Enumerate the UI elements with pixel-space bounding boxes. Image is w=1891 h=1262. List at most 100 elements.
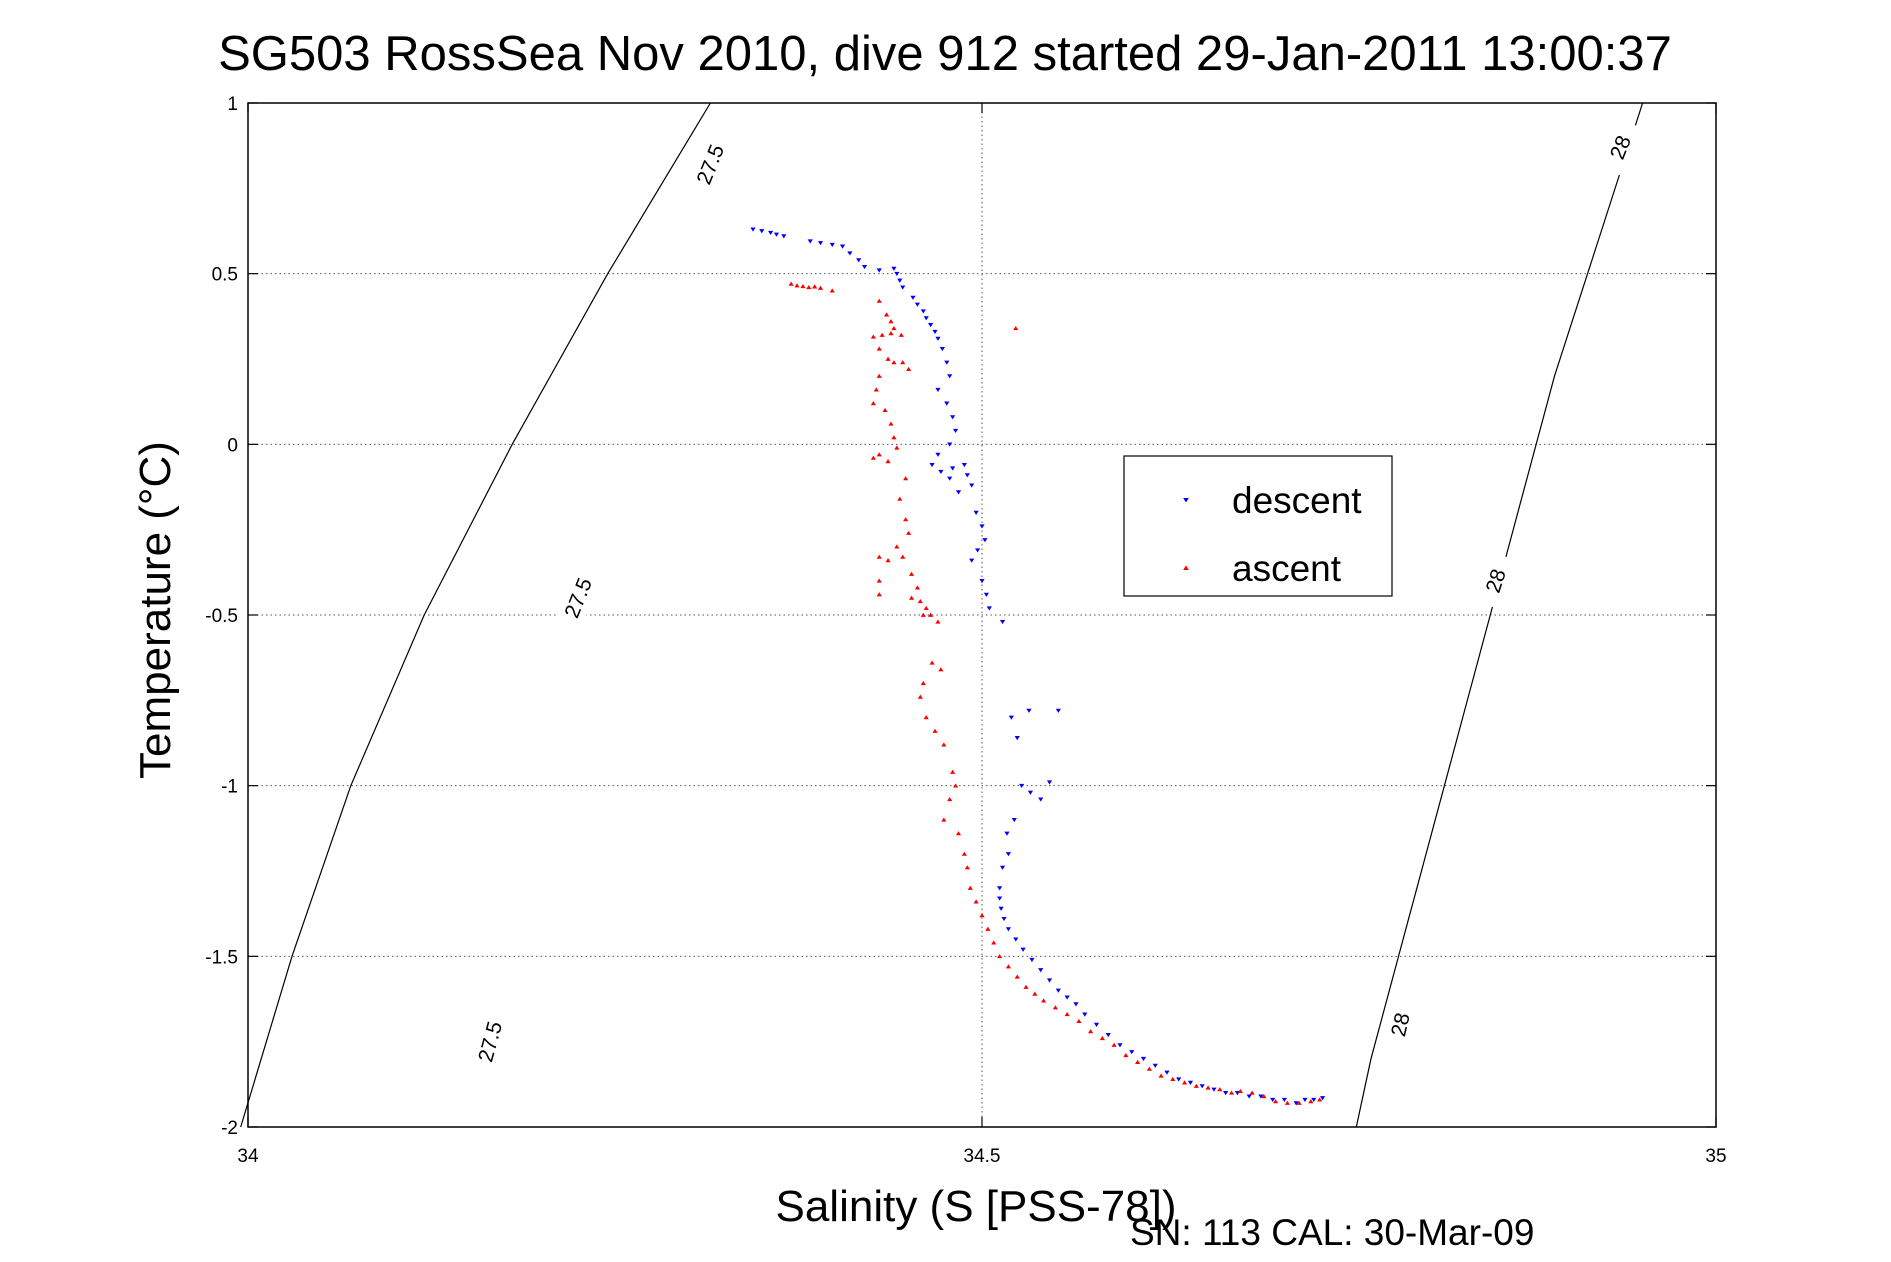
ascent-point	[997, 953, 1003, 959]
descent-point	[1005, 927, 1012, 932]
ascent-point	[952, 783, 959, 788]
descent-point	[861, 265, 868, 270]
descent-point	[947, 442, 953, 447]
ascent-point	[1261, 1093, 1267, 1099]
ascent-point	[876, 554, 882, 559]
descent-point	[950, 466, 956, 471]
ascent-point	[879, 332, 885, 337]
y-tick-label-3: -0.5	[205, 606, 238, 627]
ascent-point	[1158, 1073, 1164, 1078]
ascent-point	[897, 496, 903, 501]
contour-line-27-5	[240, 102, 711, 1128]
descent-point	[923, 316, 929, 321]
ascent-point	[876, 298, 882, 303]
ascent-point	[1237, 1088, 1243, 1093]
descent-point	[1311, 1097, 1317, 1103]
y-tick-label-2: 0	[227, 435, 238, 456]
ascent-point	[955, 831, 962, 836]
descent-point	[1004, 831, 1010, 836]
descent-point	[1293, 1101, 1299, 1106]
ascent-point	[950, 769, 956, 774]
descent-point	[999, 620, 1006, 625]
chart-title: SG503 RossSea Nov 2010, dive 912 started…	[218, 27, 1672, 81]
ascent-point	[1170, 1076, 1176, 1082]
legend-marker-descent	[1183, 498, 1189, 503]
ascent-point	[870, 401, 876, 406]
ascent-point	[888, 319, 894, 324]
ascent-point	[1296, 1100, 1302, 1105]
ascent-point	[1217, 1087, 1223, 1092]
descent-point	[928, 323, 934, 328]
ascent-point	[979, 913, 985, 918]
y-tick-label-0: 1	[227, 94, 238, 115]
descent-point	[1199, 1084, 1205, 1089]
descent-point	[1064, 995, 1070, 1000]
descent-point	[1270, 1097, 1276, 1103]
ascent-point	[876, 592, 882, 597]
descent-point	[1223, 1091, 1229, 1096]
ascent-point	[870, 455, 876, 460]
ascent-point	[1123, 1052, 1129, 1058]
descent-point	[1019, 783, 1025, 789]
descent-point	[1029, 957, 1035, 963]
descent-point	[997, 886, 1003, 891]
descent-point	[944, 360, 950, 365]
descent-point	[999, 865, 1006, 870]
ascent-point	[888, 331, 894, 336]
descent-point	[773, 232, 780, 237]
ascent-point	[876, 452, 882, 457]
descent-point	[944, 401, 950, 406]
contour-label-27-5-2: 27.5	[474, 1019, 507, 1064]
descent-point	[1319, 1096, 1326, 1101]
ascent-point	[920, 612, 926, 617]
descent-point	[1005, 852, 1012, 857]
grid-lines	[247, 102, 1717, 1128]
descent-point	[1140, 1056, 1147, 1062]
ascent-point	[1205, 1085, 1211, 1090]
descent-point	[1027, 790, 1034, 795]
descent-point	[914, 302, 921, 307]
descent-point	[998, 906, 1004, 911]
ascent-point	[973, 899, 979, 904]
descent-point	[856, 258, 862, 263]
ascent-point	[1099, 1035, 1105, 1041]
ascent-point	[935, 619, 941, 624]
ascent-point	[876, 373, 882, 378]
descent-point	[979, 579, 985, 584]
ascent-point	[903, 517, 909, 522]
ascent-point	[882, 407, 888, 413]
ascent-point	[961, 851, 967, 856]
descent-point	[952, 428, 959, 434]
ascent-point	[941, 742, 947, 747]
descent-point	[847, 251, 853, 256]
descent-point	[1046, 978, 1053, 983]
descent-point	[938, 469, 944, 474]
serial-calibration-note: SN: 113 CAL: 30-Mar-09	[1130, 1212, 1534, 1253]
descent-point	[939, 346, 945, 352]
ascent-point	[1088, 1029, 1094, 1034]
descent-point	[750, 227, 756, 232]
ascent-point	[870, 334, 876, 339]
contour-label-bg-0-0	[687, 135, 734, 194]
series-descent	[750, 227, 1326, 1106]
descent-point	[1013, 937, 1019, 942]
descent-point	[955, 490, 962, 495]
descent-point	[969, 483, 975, 488]
ascent-point	[1146, 1066, 1152, 1071]
data-points	[750, 227, 1326, 1106]
descent-point	[910, 295, 916, 300]
ascent-point	[1317, 1097, 1323, 1102]
descent-point	[1046, 780, 1053, 785]
descent-point	[839, 244, 846, 249]
descent-point	[961, 462, 967, 468]
ascent-point	[888, 421, 894, 426]
ascent-point	[806, 284, 812, 290]
ascent-point	[885, 558, 891, 563]
y-tick-label-5: -1.5	[205, 947, 238, 968]
descent-point	[1026, 708, 1032, 713]
legend-marker-ascent	[1183, 565, 1189, 570]
ascent-point	[1273, 1099, 1279, 1104]
ascent-point	[917, 694, 923, 699]
x-tick-label-0: 34	[237, 1146, 259, 1167]
legend-label-descent: descent	[1232, 480, 1362, 521]
